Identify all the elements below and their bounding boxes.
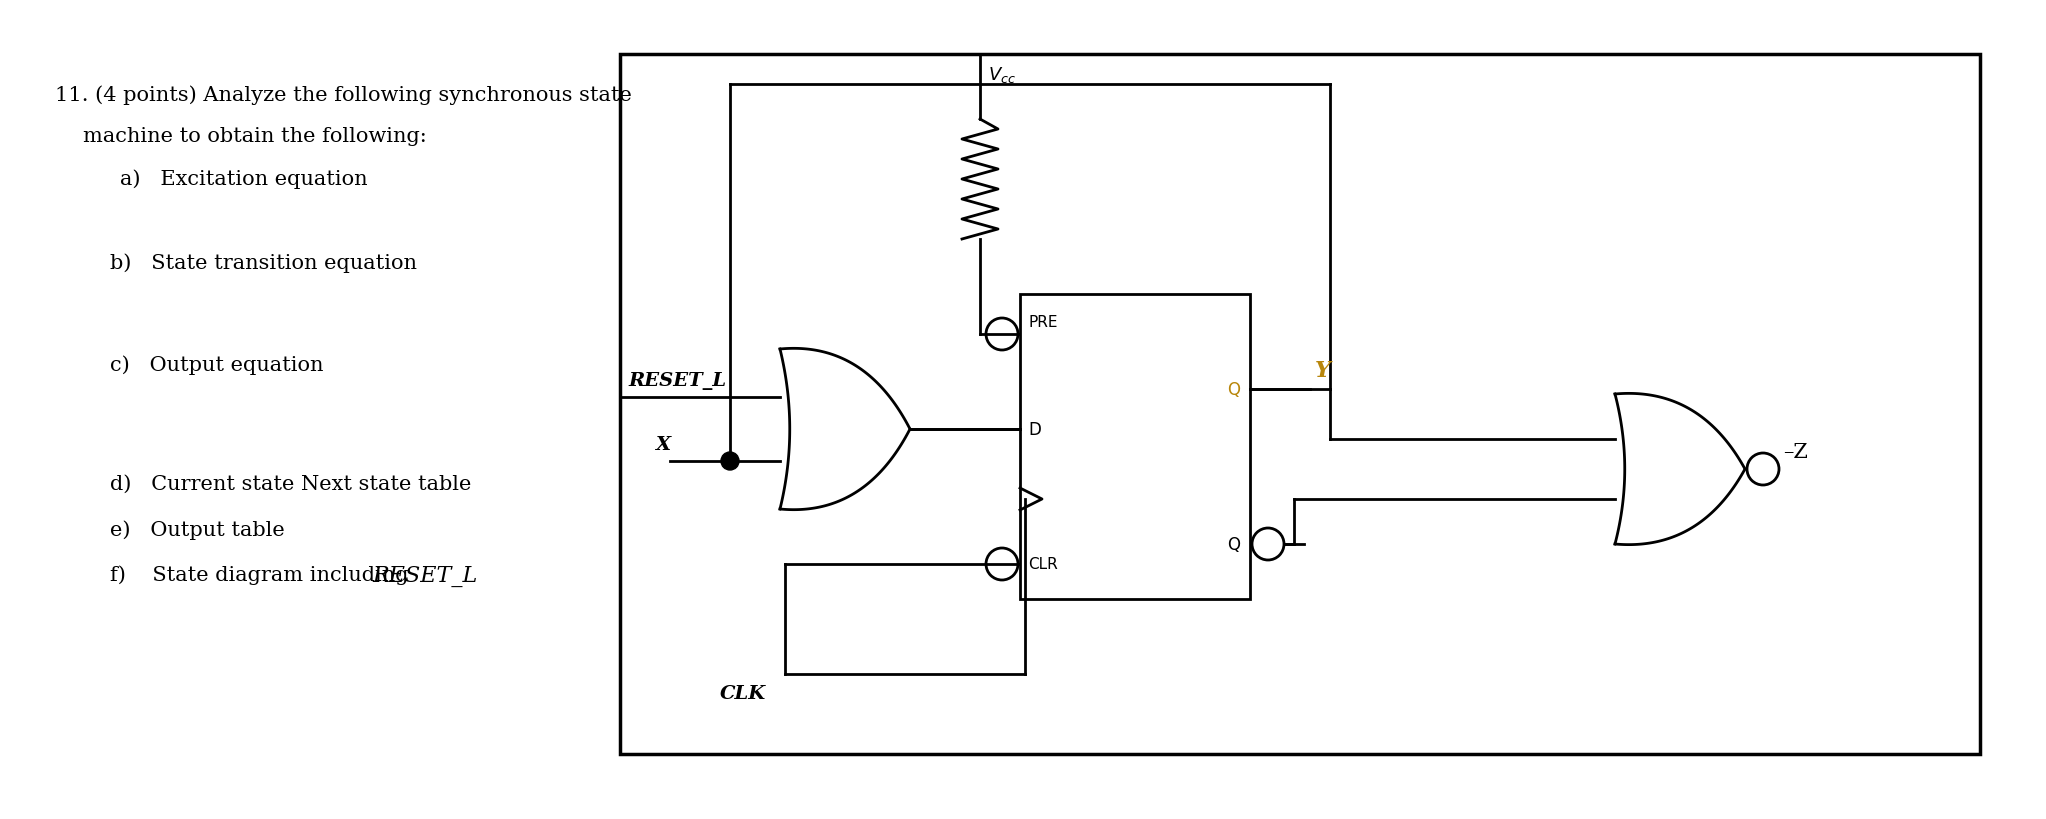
Text: CLK: CLK bbox=[720, 684, 767, 702]
Text: –Z: –Z bbox=[1782, 442, 1809, 461]
Text: X: X bbox=[655, 436, 671, 454]
Bar bbox=[620, 55, 1981, 754]
Text: d)   Current state Next state table: d) Current state Next state table bbox=[110, 474, 471, 493]
Text: e)   Output table: e) Output table bbox=[110, 519, 284, 539]
Text: D: D bbox=[1027, 420, 1041, 438]
Text: CLR: CLR bbox=[1027, 557, 1058, 572]
Bar bbox=[1021, 295, 1250, 600]
Text: $V_{cc}$: $V_{cc}$ bbox=[988, 65, 1017, 85]
Text: Y: Y bbox=[1316, 360, 1330, 382]
Text: Q: Q bbox=[1228, 381, 1240, 399]
Text: f)    State diagram including: f) State diagram including bbox=[110, 564, 415, 584]
Text: 11. (4 points) Analyze the following synchronous state: 11. (4 points) Analyze the following syn… bbox=[55, 85, 632, 105]
Text: c)   Output equation: c) Output equation bbox=[110, 355, 323, 374]
Text: a)   Excitation equation: a) Excitation equation bbox=[121, 169, 368, 188]
Text: machine to obtain the following:: machine to obtain the following: bbox=[84, 127, 428, 146]
Text: PRE: PRE bbox=[1027, 314, 1058, 329]
Text: RESET_L: RESET_L bbox=[628, 372, 726, 390]
Circle shape bbox=[720, 452, 739, 470]
Text: b)   State transition equation: b) State transition equation bbox=[110, 253, 417, 273]
Text: Q: Q bbox=[1228, 536, 1240, 554]
Text: RESET_L: RESET_L bbox=[372, 564, 477, 586]
